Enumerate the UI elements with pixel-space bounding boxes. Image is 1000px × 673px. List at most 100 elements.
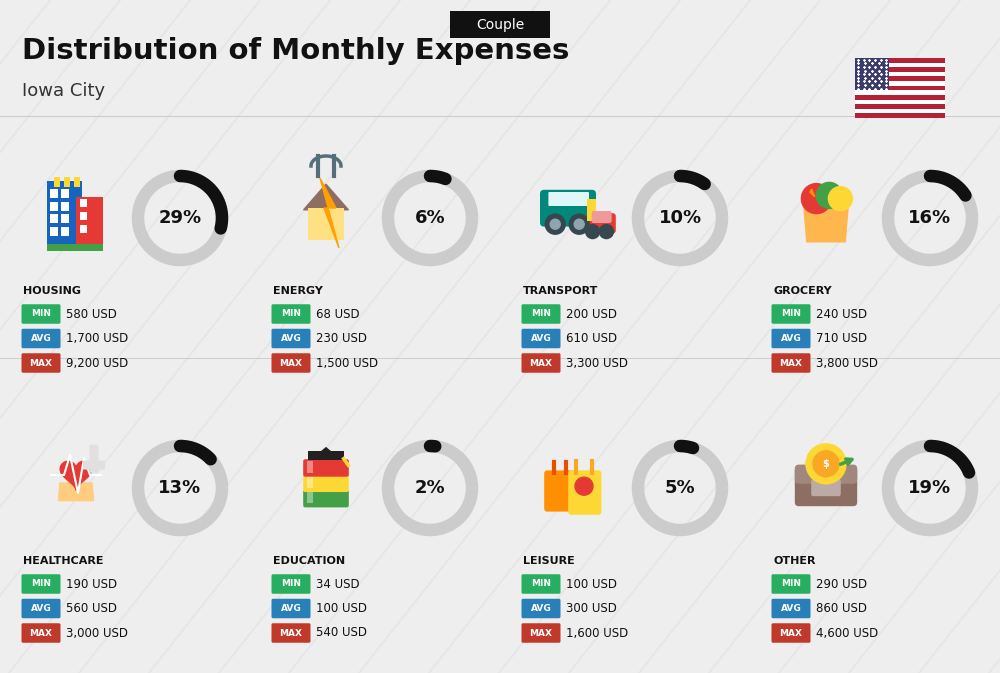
FancyBboxPatch shape — [811, 479, 841, 496]
FancyBboxPatch shape — [544, 470, 576, 511]
FancyBboxPatch shape — [592, 211, 612, 223]
FancyBboxPatch shape — [772, 328, 810, 348]
Text: AVG: AVG — [281, 604, 301, 613]
Circle shape — [828, 186, 852, 211]
Text: 4,600 USD: 4,600 USD — [816, 627, 878, 639]
Text: 3,800 USD: 3,800 USD — [816, 357, 878, 369]
FancyBboxPatch shape — [61, 189, 69, 198]
Text: 580 USD: 580 USD — [66, 308, 117, 320]
Polygon shape — [58, 483, 94, 501]
Text: 1,600 USD: 1,600 USD — [566, 627, 628, 639]
Circle shape — [586, 225, 600, 238]
Text: MIN: MIN — [281, 579, 301, 588]
Circle shape — [816, 182, 842, 209]
FancyBboxPatch shape — [855, 58, 945, 63]
FancyBboxPatch shape — [772, 353, 810, 373]
Circle shape — [575, 477, 593, 495]
FancyBboxPatch shape — [522, 304, 560, 324]
Circle shape — [550, 219, 560, 229]
FancyBboxPatch shape — [83, 460, 105, 470]
Text: 610 USD: 610 USD — [566, 332, 617, 345]
FancyBboxPatch shape — [855, 67, 945, 72]
FancyBboxPatch shape — [271, 574, 310, 594]
Text: MAX: MAX — [30, 359, 52, 367]
Text: 16%: 16% — [908, 209, 952, 227]
FancyBboxPatch shape — [47, 244, 103, 251]
FancyBboxPatch shape — [522, 353, 560, 373]
FancyBboxPatch shape — [303, 459, 349, 476]
Text: LEISURE: LEISURE — [523, 556, 575, 566]
Text: Distribution of Monthly Expenses: Distribution of Monthly Expenses — [22, 37, 569, 65]
Text: TRANSPORT: TRANSPORT — [523, 286, 598, 296]
Circle shape — [806, 444, 846, 484]
Text: MAX: MAX — [279, 359, 302, 367]
Text: 230 USD: 230 USD — [316, 332, 367, 345]
FancyBboxPatch shape — [74, 177, 80, 187]
FancyBboxPatch shape — [22, 328, 60, 348]
Text: 190 USD: 190 USD — [66, 577, 117, 590]
Text: MIN: MIN — [781, 579, 801, 588]
Text: MAX: MAX — [530, 629, 552, 637]
FancyBboxPatch shape — [855, 81, 945, 85]
FancyBboxPatch shape — [22, 304, 60, 324]
Text: AVG: AVG — [531, 334, 551, 343]
FancyBboxPatch shape — [855, 113, 945, 118]
Text: 1,500 USD: 1,500 USD — [316, 357, 378, 369]
FancyBboxPatch shape — [22, 353, 60, 373]
FancyBboxPatch shape — [307, 491, 313, 503]
FancyBboxPatch shape — [22, 623, 60, 643]
Text: MIN: MIN — [31, 310, 51, 318]
Text: 2%: 2% — [415, 479, 445, 497]
FancyBboxPatch shape — [855, 95, 945, 100]
Text: OTHER: OTHER — [773, 556, 816, 566]
Text: 9,200 USD: 9,200 USD — [66, 357, 128, 369]
FancyBboxPatch shape — [308, 451, 344, 460]
FancyBboxPatch shape — [80, 212, 87, 219]
Text: MIN: MIN — [531, 579, 551, 588]
FancyBboxPatch shape — [61, 202, 69, 211]
Text: 100 USD: 100 USD — [566, 577, 617, 590]
Polygon shape — [804, 203, 848, 242]
Text: 29%: 29% — [158, 209, 202, 227]
Text: 100 USD: 100 USD — [316, 602, 367, 615]
Polygon shape — [60, 461, 92, 490]
Text: 68 USD: 68 USD — [316, 308, 360, 320]
FancyBboxPatch shape — [855, 72, 945, 77]
Text: 19%: 19% — [908, 479, 952, 497]
FancyBboxPatch shape — [307, 460, 313, 472]
Text: MAX: MAX — [779, 629, 802, 637]
Text: AVG: AVG — [31, 604, 51, 613]
Text: 3,300 USD: 3,300 USD — [566, 357, 628, 369]
FancyBboxPatch shape — [271, 353, 310, 373]
FancyBboxPatch shape — [772, 623, 810, 643]
FancyBboxPatch shape — [50, 215, 58, 223]
Text: 3,000 USD: 3,000 USD — [66, 627, 128, 639]
Text: 200 USD: 200 USD — [566, 308, 617, 320]
FancyBboxPatch shape — [568, 470, 601, 515]
FancyBboxPatch shape — [855, 58, 889, 90]
Circle shape — [599, 225, 613, 238]
Text: MIN: MIN — [281, 310, 301, 318]
FancyBboxPatch shape — [76, 197, 103, 245]
FancyBboxPatch shape — [587, 199, 596, 221]
Text: MAX: MAX — [279, 629, 302, 637]
FancyBboxPatch shape — [307, 476, 313, 488]
Text: HOUSING: HOUSING — [23, 286, 81, 296]
FancyBboxPatch shape — [855, 90, 945, 95]
Text: 6%: 6% — [415, 209, 445, 227]
Text: MIN: MIN — [531, 310, 551, 318]
FancyBboxPatch shape — [540, 190, 596, 227]
Text: MAX: MAX — [530, 359, 552, 367]
FancyBboxPatch shape — [561, 192, 576, 206]
FancyBboxPatch shape — [50, 202, 58, 211]
FancyBboxPatch shape — [22, 574, 60, 594]
Polygon shape — [304, 184, 348, 210]
FancyBboxPatch shape — [80, 199, 87, 207]
Circle shape — [545, 214, 565, 234]
Text: $: $ — [823, 459, 829, 469]
FancyBboxPatch shape — [574, 192, 589, 206]
FancyBboxPatch shape — [855, 77, 945, 81]
Text: MIN: MIN — [781, 310, 801, 318]
FancyBboxPatch shape — [522, 599, 560, 618]
Text: AVG: AVG — [781, 604, 801, 613]
